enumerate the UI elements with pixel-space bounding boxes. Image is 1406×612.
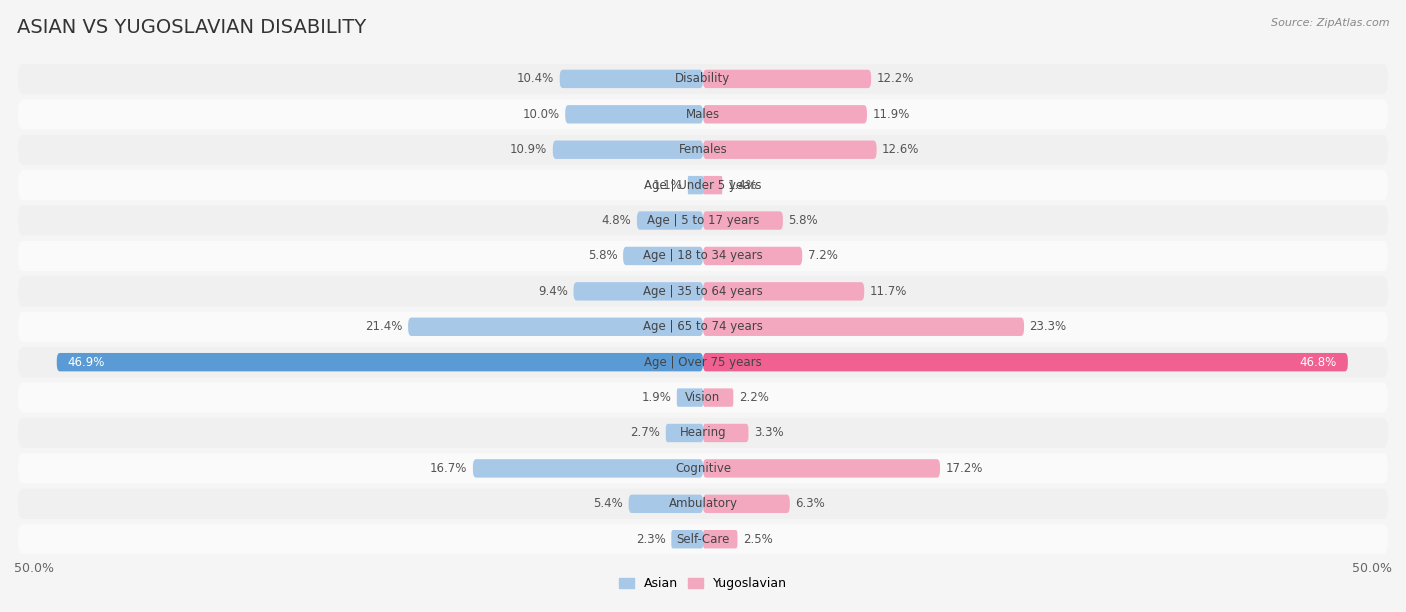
FancyBboxPatch shape xyxy=(703,318,1024,336)
FancyBboxPatch shape xyxy=(553,141,703,159)
FancyBboxPatch shape xyxy=(703,389,734,407)
Text: 12.2%: 12.2% xyxy=(876,72,914,86)
Text: Cognitive: Cognitive xyxy=(675,462,731,475)
FancyBboxPatch shape xyxy=(676,389,703,407)
Text: Females: Females xyxy=(679,143,727,156)
Text: Age | Over 75 years: Age | Over 75 years xyxy=(644,356,762,368)
Text: 50.0%: 50.0% xyxy=(1353,562,1392,575)
FancyBboxPatch shape xyxy=(703,176,723,195)
FancyBboxPatch shape xyxy=(703,530,738,548)
FancyBboxPatch shape xyxy=(703,105,868,124)
FancyBboxPatch shape xyxy=(703,459,941,477)
Text: 21.4%: 21.4% xyxy=(366,320,402,334)
Text: Self-Care: Self-Care xyxy=(676,532,730,546)
FancyBboxPatch shape xyxy=(18,135,1388,165)
Text: 10.0%: 10.0% xyxy=(523,108,560,121)
FancyBboxPatch shape xyxy=(18,489,1388,519)
FancyBboxPatch shape xyxy=(666,424,703,442)
FancyBboxPatch shape xyxy=(18,312,1388,342)
Text: Hearing: Hearing xyxy=(679,427,727,439)
Text: 3.3%: 3.3% xyxy=(754,427,783,439)
FancyBboxPatch shape xyxy=(703,353,1348,371)
Text: Age | 65 to 74 years: Age | 65 to 74 years xyxy=(643,320,763,334)
Text: 10.4%: 10.4% xyxy=(517,72,554,86)
Text: Age | 35 to 64 years: Age | 35 to 64 years xyxy=(643,285,763,298)
FancyBboxPatch shape xyxy=(18,347,1388,377)
Text: 46.8%: 46.8% xyxy=(1299,356,1337,368)
Text: Disability: Disability xyxy=(675,72,731,86)
Text: 9.4%: 9.4% xyxy=(538,285,568,298)
FancyBboxPatch shape xyxy=(18,206,1388,236)
Text: 50.0%: 50.0% xyxy=(14,562,53,575)
Text: 1.4%: 1.4% xyxy=(728,179,758,192)
FancyBboxPatch shape xyxy=(56,353,703,371)
Text: Males: Males xyxy=(686,108,720,121)
FancyBboxPatch shape xyxy=(628,494,703,513)
FancyBboxPatch shape xyxy=(637,211,703,230)
Text: Vision: Vision xyxy=(685,391,721,404)
FancyBboxPatch shape xyxy=(703,247,803,265)
FancyBboxPatch shape xyxy=(472,459,703,477)
Text: 2.7%: 2.7% xyxy=(630,427,661,439)
Text: Age | 5 to 17 years: Age | 5 to 17 years xyxy=(647,214,759,227)
FancyBboxPatch shape xyxy=(18,241,1388,271)
Text: 2.2%: 2.2% xyxy=(738,391,769,404)
Legend: Asian, Yugoslavian: Asian, Yugoslavian xyxy=(614,572,792,595)
Text: 4.8%: 4.8% xyxy=(602,214,631,227)
Text: 5.8%: 5.8% xyxy=(588,250,617,263)
FancyBboxPatch shape xyxy=(703,141,876,159)
Text: 46.9%: 46.9% xyxy=(67,356,105,368)
Text: Age | 18 to 34 years: Age | 18 to 34 years xyxy=(643,250,763,263)
FancyBboxPatch shape xyxy=(408,318,703,336)
FancyBboxPatch shape xyxy=(18,276,1388,307)
FancyBboxPatch shape xyxy=(18,524,1388,554)
FancyBboxPatch shape xyxy=(703,211,783,230)
Text: 17.2%: 17.2% xyxy=(945,462,983,475)
FancyBboxPatch shape xyxy=(18,170,1388,200)
Text: 1.9%: 1.9% xyxy=(641,391,671,404)
Text: ASIAN VS YUGOSLAVIAN DISABILITY: ASIAN VS YUGOSLAVIAN DISABILITY xyxy=(17,18,366,37)
FancyBboxPatch shape xyxy=(18,382,1388,412)
FancyBboxPatch shape xyxy=(18,64,1388,94)
FancyBboxPatch shape xyxy=(703,70,872,88)
FancyBboxPatch shape xyxy=(574,282,703,300)
FancyBboxPatch shape xyxy=(703,424,748,442)
FancyBboxPatch shape xyxy=(703,282,865,300)
Text: 10.9%: 10.9% xyxy=(510,143,547,156)
FancyBboxPatch shape xyxy=(18,453,1388,483)
Text: 16.7%: 16.7% xyxy=(430,462,467,475)
FancyBboxPatch shape xyxy=(703,494,790,513)
FancyBboxPatch shape xyxy=(623,247,703,265)
Text: 6.3%: 6.3% xyxy=(796,498,825,510)
Text: 23.3%: 23.3% xyxy=(1029,320,1067,334)
FancyBboxPatch shape xyxy=(565,105,703,124)
FancyBboxPatch shape xyxy=(688,176,703,195)
FancyBboxPatch shape xyxy=(18,418,1388,448)
Text: 2.3%: 2.3% xyxy=(636,532,666,546)
Text: 1.1%: 1.1% xyxy=(652,179,682,192)
FancyBboxPatch shape xyxy=(560,70,703,88)
Text: 5.8%: 5.8% xyxy=(789,214,818,227)
Text: Ambulatory: Ambulatory xyxy=(668,498,738,510)
Text: 7.2%: 7.2% xyxy=(807,250,838,263)
Text: Source: ZipAtlas.com: Source: ZipAtlas.com xyxy=(1271,18,1389,28)
Text: Age | Under 5 years: Age | Under 5 years xyxy=(644,179,762,192)
Text: 11.9%: 11.9% xyxy=(873,108,910,121)
Text: 11.7%: 11.7% xyxy=(870,285,907,298)
FancyBboxPatch shape xyxy=(18,99,1388,129)
Text: 5.4%: 5.4% xyxy=(593,498,623,510)
Text: 12.6%: 12.6% xyxy=(882,143,920,156)
Text: 2.5%: 2.5% xyxy=(742,532,773,546)
FancyBboxPatch shape xyxy=(671,530,703,548)
